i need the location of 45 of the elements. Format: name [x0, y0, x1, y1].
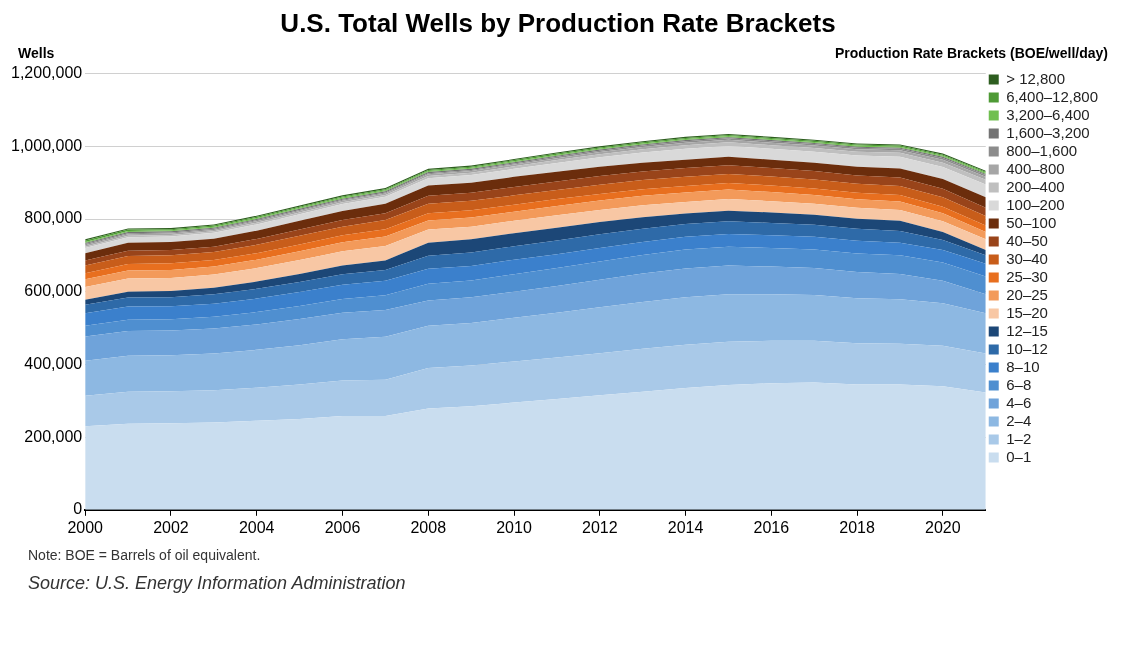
legend-label: 6–8 [1006, 375, 1032, 393]
legend-label: 2–4 [1006, 411, 1032, 429]
legend-label: 20–25 [1006, 285, 1048, 303]
x-tick-label: 2006 [324, 518, 361, 536]
legend-label: 10–12 [1006, 339, 1048, 357]
legend-label: 40–50 [1006, 231, 1048, 249]
legend-label: > 12,800 [1006, 69, 1066, 87]
legend-label: 15–20 [1006, 303, 1048, 321]
legend-label: 12–15 [1006, 321, 1048, 339]
legend-label: 0–1 [1006, 447, 1032, 465]
x-tick-label: 2016 [753, 518, 790, 536]
legend-label: 6,400–12,800 [1006, 87, 1099, 105]
x-tick-label: 2012 [581, 518, 618, 536]
y-tick-label: 400,000 [24, 354, 83, 372]
y-tick-label: 1,000,000 [10, 136, 83, 154]
legend-title: Production Rate Brackets (BOE/well/day) [834, 45, 1108, 61]
chart-title: U.S. Total Wells by Production Rate Brackets [279, 8, 837, 39]
x-tick-label: 2002 [153, 518, 189, 536]
y-tick-label: 800,000 [24, 209, 83, 227]
x-tick-label: 2020 [925, 518, 961, 536]
legend-label: 100–200 [1006, 195, 1065, 213]
source-note: Source: U.S. Energy Information Administration [28, 573, 407, 594]
legend-label: 8–10 [1006, 357, 1040, 375]
legend-label: 1–2 [1006, 429, 1032, 447]
legend-label: 30–40 [1006, 249, 1048, 267]
x-tick-label: 2018 [839, 518, 875, 536]
legend-label: 800–1,600 [1006, 141, 1078, 159]
x-tick-label: 2008 [410, 518, 447, 536]
x-tick-label: 2010 [496, 518, 532, 536]
x-tick-label: 2000 [67, 518, 104, 536]
x-tick-label: 2014 [667, 518, 704, 536]
y-tick-label: 200,000 [24, 427, 83, 445]
y-axis-title: Wells [18, 45, 55, 61]
legend-label: 3,200–6,400 [1006, 105, 1090, 123]
text: Note: BOE = Barrels of oil equivalent. [28, 547, 262, 563]
x-tick-label: 2004 [238, 518, 275, 536]
y-tick-label: 0 [73, 500, 83, 518]
legend-label: 1,600–3,200 [1006, 123, 1090, 141]
y-tick-label: 600,000 [24, 282, 83, 300]
legend-label: 4–6 [1006, 393, 1032, 411]
legend-label: 200–400 [1006, 177, 1065, 195]
legend-label: 400–800 [1006, 159, 1065, 177]
legend-label: 25–30 [1006, 267, 1048, 285]
y-tick-label: 1,200,000 [10, 64, 83, 82]
legend-label: 50–100 [1006, 213, 1057, 231]
